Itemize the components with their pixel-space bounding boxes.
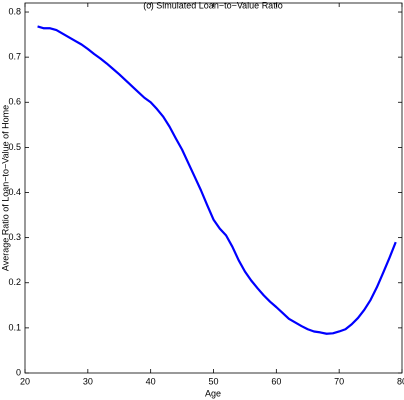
y-tick-label: 0.4 bbox=[8, 187, 21, 197]
x-axis-label: Age bbox=[205, 388, 221, 398]
y-tick-label: 0.1 bbox=[8, 322, 21, 332]
data-line bbox=[37, 25, 397, 335]
y-tick-label: 0.8 bbox=[8, 6, 21, 16]
x-tick-label: 80 bbox=[397, 376, 404, 386]
y-tick-label: 0.2 bbox=[8, 277, 21, 287]
x-tick-label: 20 bbox=[20, 376, 30, 386]
x-tick-label: 50 bbox=[208, 376, 218, 386]
y-tick-label: 0.3 bbox=[8, 232, 21, 242]
x-tick-label: 60 bbox=[271, 376, 281, 386]
plot-frame bbox=[24, 2, 403, 374]
x-tick-label: 30 bbox=[83, 376, 93, 386]
x-tick-label: 40 bbox=[146, 376, 156, 386]
x-tick-label: 70 bbox=[334, 376, 344, 386]
y-axis-label: Average Ratio of Loan−to−Value of Home bbox=[0, 105, 10, 271]
y-tick-label: 0.5 bbox=[8, 142, 21, 152]
y-tick-label: 0.6 bbox=[8, 97, 21, 107]
chart-title: (c) Simulated Loan−to−Value Ratio bbox=[143, 0, 282, 10]
y-tick-label: 0.7 bbox=[8, 52, 21, 62]
y-tick-label: 0 bbox=[16, 367, 21, 377]
